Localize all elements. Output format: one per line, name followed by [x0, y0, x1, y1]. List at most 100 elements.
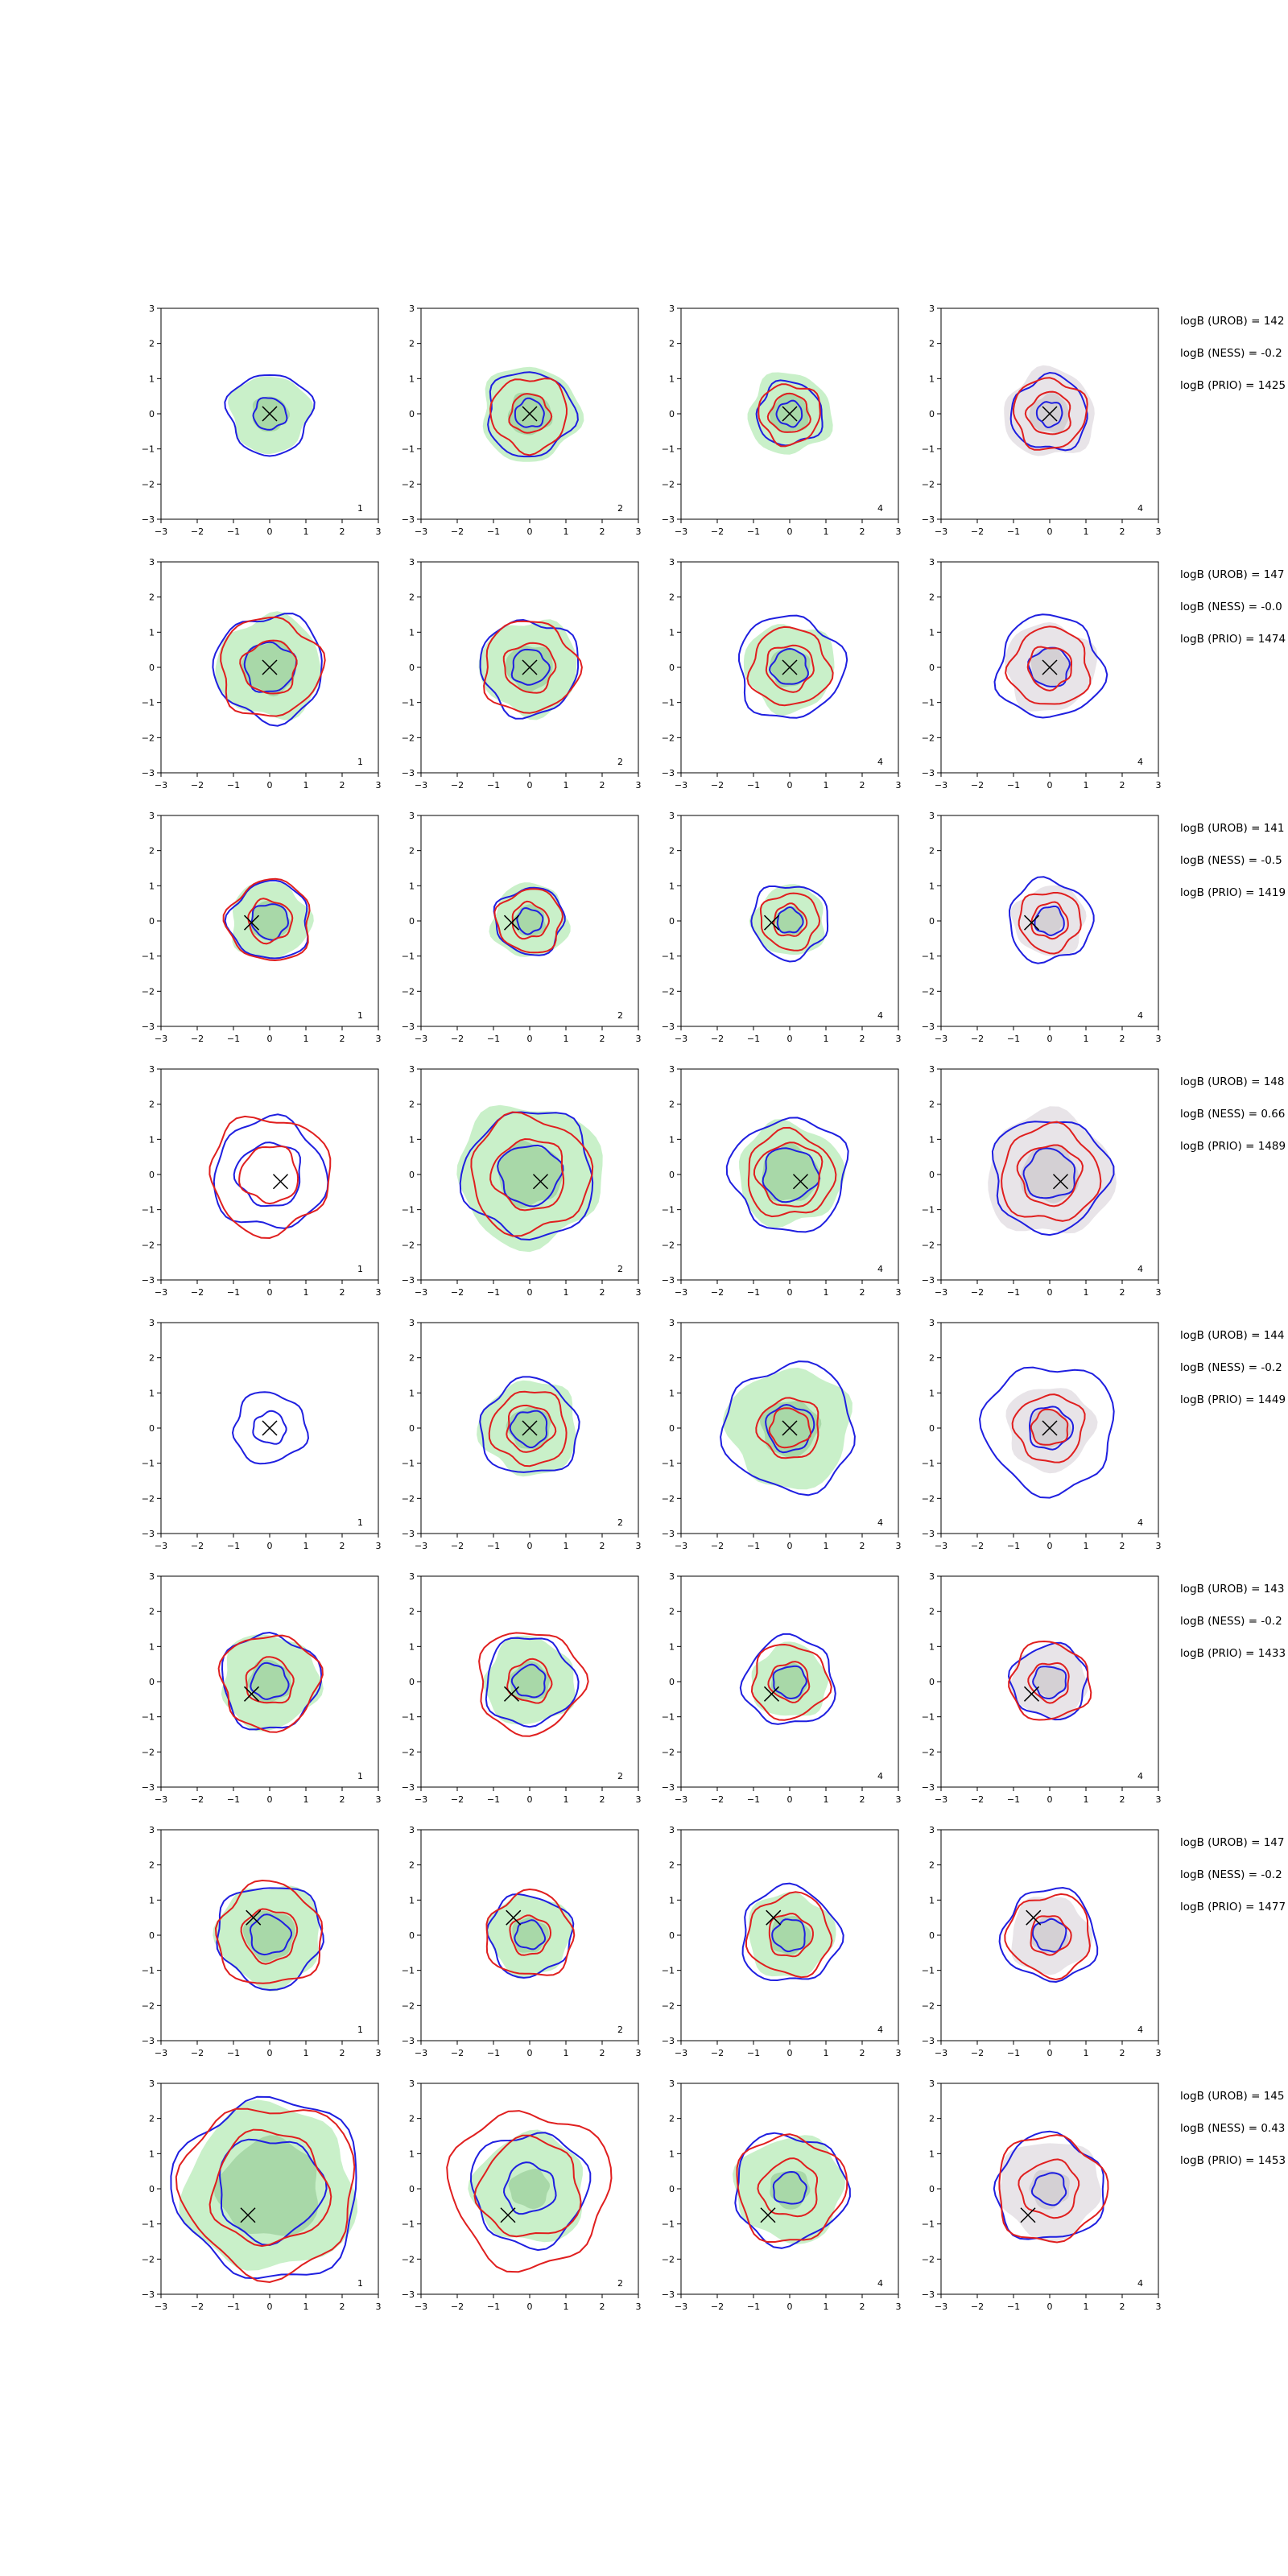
- x-tick-label: −1: [227, 1287, 240, 1298]
- x-tick-label: −3: [415, 1034, 427, 1044]
- y-tick-label: 0: [409, 916, 415, 927]
- red-contour: [1011, 1393, 1086, 1463]
- x-tick-label: 3: [896, 780, 902, 791]
- y-tick-label: −1: [662, 952, 675, 962]
- x-tick-label: −2: [971, 2301, 984, 2312]
- red-contour: [489, 378, 568, 456]
- marker-x: [503, 914, 520, 931]
- y-tick-label: 3: [149, 1318, 155, 1328]
- x-tick-label: 2: [1120, 2301, 1125, 2312]
- x-tick-label: −1: [227, 1794, 240, 1805]
- x-tick-label: 3: [636, 1794, 642, 1805]
- logb-annotation: logB (UROB) = 141: [1180, 822, 1284, 835]
- y-tick-label: −2: [662, 986, 675, 997]
- panel-corner-label: 1: [357, 1010, 363, 1021]
- blue-contour: [1007, 1641, 1089, 1721]
- y-tick-label: 1: [409, 374, 415, 384]
- y-tick-label: −3: [402, 1529, 415, 1539]
- y-tick-label: 0: [149, 1930, 155, 1941]
- y-tick-label: −1: [922, 698, 935, 708]
- x-tick-label: −1: [227, 780, 240, 791]
- x-tick-label: 1: [303, 526, 309, 537]
- x-tick-label: 2: [340, 2301, 345, 2312]
- x-tick-label: −2: [451, 2048, 464, 2058]
- panel-r5-c3: −3 −2 −1 0 1 2 3 3 2 1 0 −1 −2 −3 4: [662, 1318, 902, 1551]
- red-contour: [768, 1913, 814, 1958]
- x-tick-label: −2: [191, 780, 204, 791]
- x-tick-label: 2: [600, 526, 605, 537]
- y-tick-label: −2: [922, 479, 935, 489]
- panel-r3-c4: −3 −2 −1 0 1 2 3 3 2 1 0 −1 −2 −3 4: [922, 811, 1162, 1044]
- y-tick-label: 2: [669, 339, 675, 349]
- blue-contour: [1030, 2172, 1067, 2207]
- x-tick-label: 2: [1120, 1287, 1125, 1298]
- panel-corner-label: 2: [617, 1517, 623, 1528]
- y-tick-label: −1: [922, 1205, 935, 1216]
- y-tick-label: −3: [142, 2289, 155, 2300]
- y-tick-label: −2: [142, 733, 155, 743]
- x-tick-label: −3: [675, 1794, 687, 1805]
- y-tick-label: 3: [669, 2079, 675, 2089]
- x-tick-label: −3: [155, 2301, 167, 2312]
- x-tick-label: 3: [1156, 1287, 1162, 1298]
- x-tick-label: −2: [451, 780, 464, 791]
- marker-x: [522, 406, 538, 422]
- x-tick-label: 2: [860, 2301, 865, 2312]
- x-tick-label: 1: [824, 1287, 829, 1298]
- x-tick-label: 3: [376, 2048, 382, 2058]
- x-tick-label: −3: [415, 526, 427, 537]
- logb-annotation: logB (PRIO) = 1453: [1180, 2154, 1286, 2167]
- panel-corner-label: 1: [357, 1771, 363, 1781]
- panel-corner-label: 1: [357, 757, 363, 767]
- x-tick-label: 2: [340, 1794, 345, 1805]
- logb-annotation: logB (UROB) = 142: [1180, 315, 1284, 328]
- panel-corner-label: 4: [1137, 1264, 1143, 1274]
- y-tick-label: 0: [929, 663, 935, 673]
- x-tick-label: 3: [1156, 1034, 1162, 1044]
- y-tick-label: 2: [409, 1860, 415, 1871]
- blue-contour: [218, 2138, 328, 2247]
- x-tick-label: −1: [1007, 1794, 1020, 1805]
- panel-r3-c1: −3 −2 −1 0 1 2 3 3 2 1 0 −1 −2 −3 1: [142, 811, 382, 1044]
- y-tick-label: 1: [929, 1388, 935, 1398]
- x-tick-label: −3: [155, 1794, 167, 1805]
- density-fill-inner: [213, 2135, 319, 2236]
- y-tick-label: 1: [149, 1895, 155, 1905]
- x-tick-label: −3: [415, 2301, 427, 2312]
- y-tick-label: 1: [669, 627, 675, 638]
- y-tick-label: 2: [149, 1353, 155, 1364]
- y-tick-label: 2: [409, 339, 415, 349]
- blue-contour: [212, 613, 323, 727]
- red-contour: [214, 1879, 324, 1984]
- panel-corner-label: 4: [1137, 2025, 1143, 2035]
- density-fill-inner: [769, 392, 810, 433]
- blue-contour: [772, 1665, 807, 1699]
- y-tick-label: 0: [409, 1423, 415, 1434]
- y-tick-label: 3: [669, 303, 675, 314]
- y-tick-label: −2: [662, 1240, 675, 1250]
- x-tick-label: 1: [564, 2048, 569, 2058]
- y-tick-label: −1: [402, 1459, 415, 1469]
- y-tick-label: 3: [149, 2079, 155, 2089]
- blue-contour: [216, 1887, 324, 1992]
- y-tick-label: −1: [142, 444, 155, 455]
- x-tick-label: −3: [675, 1034, 687, 1044]
- x-tick-label: 3: [1156, 2301, 1162, 2312]
- red-contour: [758, 383, 821, 448]
- y-tick-label: 1: [929, 1134, 935, 1145]
- logb-annotation: logB (PRIO) = 1489: [1180, 1140, 1286, 1153]
- y-tick-label: −3: [402, 2036, 415, 2046]
- red-contour: [1001, 1121, 1102, 1222]
- x-tick-label: 2: [860, 1541, 865, 1551]
- x-tick-label: −2: [711, 526, 724, 537]
- x-tick-label: −2: [971, 780, 984, 791]
- red-contour: [1030, 1915, 1072, 1956]
- marker-x: [532, 1174, 549, 1190]
- blue-contour: [993, 2130, 1104, 2240]
- x-tick-label: 1: [824, 1034, 829, 1044]
- red-contour: [1008, 1640, 1092, 1721]
- x-tick-label: 0: [787, 526, 793, 537]
- logb-annotation: logB (UROB) = 147: [1180, 568, 1284, 581]
- y-tick-label: 2: [929, 846, 935, 857]
- red-contour: [1030, 1408, 1069, 1446]
